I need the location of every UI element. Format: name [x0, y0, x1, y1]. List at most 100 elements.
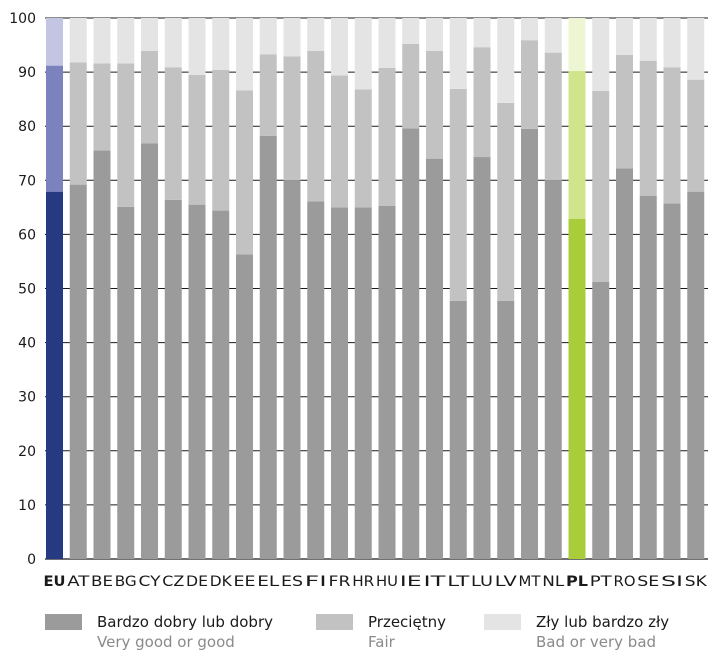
x-tick-label-nl: NL [542, 574, 564, 590]
bar-segment-PT-1 [592, 91, 610, 283]
bar-segment-ES-2 [283, 18, 301, 57]
x-tick-label-lu: LU [471, 574, 493, 590]
x-tick-label-el: EL [257, 574, 279, 590]
bar-segment-CZ-1 [164, 67, 182, 200]
bar-segment-IT-0 [426, 158, 443, 559]
x-tick-label-dk: DK [210, 574, 233, 590]
bar-segment-HR-2 [354, 18, 372, 90]
x-tick-label-hu: HU [376, 574, 398, 590]
bar-segment-EE-1 [236, 90, 253, 255]
bar-segment-FI-2 [307, 18, 325, 52]
bar-segment-BE-2 [93, 18, 111, 64]
bar-segment-EL-1 [259, 54, 277, 136]
bar-segment-LV-0 [497, 300, 515, 559]
bar-segment-SK-0 [687, 191, 705, 559]
x-tick-label-pt: PT [590, 574, 613, 590]
x-tick-label-lv: LV [495, 574, 518, 590]
x-tick-label-se: SE [637, 574, 659, 590]
bar-segment-DE-0 [188, 204, 206, 559]
bar-segment-DK-1 [212, 69, 230, 211]
legend-swatch-2 [484, 614, 521, 630]
bar-segment-LT-1 [449, 88, 467, 301]
x-tick-label-bg: BG [115, 574, 137, 590]
bar-segment-SI-0 [663, 203, 681, 560]
bar-segment-CY-2 [141, 18, 158, 52]
bar-segment-EU-2 [46, 18, 63, 66]
bar-segment-BE-0 [93, 150, 111, 560]
bar-segment-LT-0 [449, 300, 467, 559]
bar-segment-FI-1 [307, 51, 325, 202]
bar-segment-PL-2 [568, 18, 586, 72]
y-tick-label: 10 [18, 498, 36, 514]
bar-segment-NL-1 [544, 52, 562, 181]
bar-segment-HR-1 [354, 89, 372, 208]
x-tick-label-cz: CZ [162, 574, 184, 590]
bar-segment-BE-1 [93, 63, 111, 151]
bar-segment-IE-0 [402, 128, 420, 559]
bar-segment-IE-1 [402, 43, 420, 129]
legend-label-0: Bardzo dobry lub dobry [97, 613, 273, 631]
bar-segment-EU-0 [46, 191, 63, 559]
legend-sublabel-2: Bad or very bad [536, 633, 656, 651]
legend-swatch-0 [45, 614, 82, 630]
bar-segment-DK-2 [212, 18, 230, 70]
bar-segment-MT-2 [521, 18, 538, 41]
x-tick-label-be: BE [91, 574, 113, 590]
x-tick-label-fi: FI [305, 574, 327, 590]
bar-segment-IE-2 [402, 18, 420, 44]
x-tick-label-it: IT [424, 574, 447, 590]
bar-segment-EL-2 [259, 18, 277, 55]
bar-segment-EE-2 [236, 18, 253, 91]
y-axis-ticks: 0 10 20 30 40 50 60 70 80 90 100 [9, 11, 36, 568]
x-tick-label-sk: SK [685, 574, 708, 590]
bar-segment-MT-1 [521, 40, 538, 129]
bar-segment-IT-2 [426, 18, 443, 52]
x-tick-label-ee: EE [234, 574, 256, 590]
x-tick-label-pl: PL [566, 574, 588, 590]
bar-segment-PT-0 [592, 282, 610, 559]
bar-segment-BG-0 [117, 206, 135, 559]
bar-segment-SK-2 [687, 18, 705, 80]
bar-segment-CY-0 [141, 143, 158, 559]
x-axis-ticks: EU AT BE BG CY CZ DE DK EE EL ES FI FR HR HU IE IT LT LU LV… [44, 574, 708, 590]
bar-segment-IT-1 [426, 51, 443, 159]
bar-segment-NL-0 [544, 180, 562, 560]
y-tick-label: 70 [18, 173, 36, 189]
bar-segment-DE-2 [188, 18, 206, 75]
bar-segment-NL-2 [544, 18, 562, 53]
x-tick-label-si: SI [661, 574, 683, 590]
bar-segment-PL-1 [568, 71, 586, 219]
x-tick-label-hr: HR [352, 574, 374, 590]
x-tick-label-at: AT [67, 574, 90, 590]
bar-segment-SI-1 [663, 67, 681, 204]
bar-segment-HU-0 [378, 205, 396, 560]
bar-segment-LV-2 [497, 18, 515, 103]
bar-segment-CY-1 [141, 51, 158, 144]
bar-segment-EU-1 [46, 65, 63, 192]
bar-segment-LT-2 [449, 18, 467, 89]
bar-segment-ES-1 [283, 56, 301, 181]
x-tick-label-es: ES [281, 574, 303, 590]
bar-segment-EL-0 [259, 135, 277, 560]
y-tick-label: 20 [18, 444, 36, 460]
bar-segment-LU-0 [473, 157, 491, 560]
bar-segment-MT-0 [521, 128, 538, 559]
bar-segment-PL-0 [568, 218, 586, 559]
bar-segment-DK-0 [212, 210, 230, 559]
bar-segment-RO-0 [616, 168, 633, 559]
legend-swatch-1 [316, 614, 353, 630]
bar-segment-CZ-0 [164, 199, 182, 559]
bar-segment-SI-2 [663, 18, 681, 68]
y-tick-label: 90 [18, 65, 36, 81]
bar-segment-FR-0 [331, 207, 348, 559]
y-tick-label: 50 [18, 282, 36, 298]
bar-segment-BG-1 [117, 63, 135, 207]
bar-segment-AT-0 [69, 184, 87, 560]
bar-segment-FR-1 [331, 75, 348, 208]
y-tick-label: 30 [18, 390, 36, 406]
y-tick-label: 0 [27, 552, 36, 568]
y-tick-label: 40 [18, 336, 36, 352]
legend-label-1: Przeciętny [368, 613, 446, 631]
x-tick-label-cy: CY [139, 574, 162, 590]
